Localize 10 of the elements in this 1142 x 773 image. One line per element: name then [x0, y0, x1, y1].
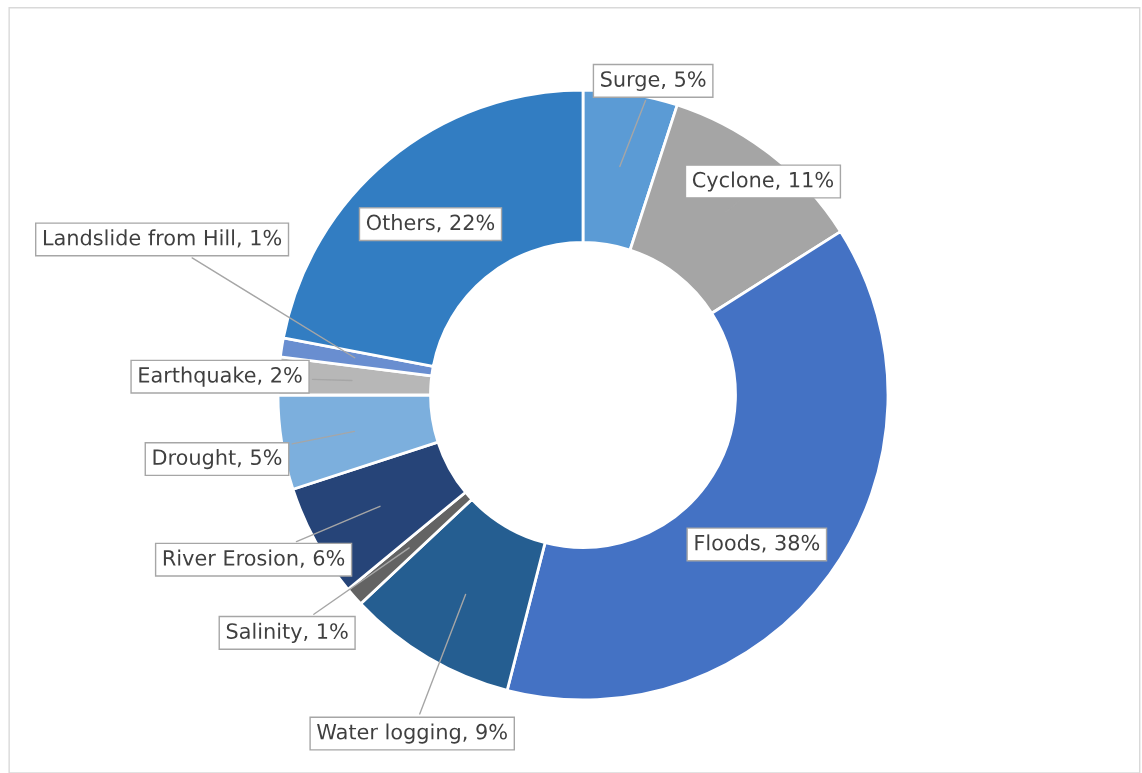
slice-label: Floods, 38%: [695, 534, 820, 553]
slice-label: Drought, 5%: [153, 448, 282, 470]
slice-label: River Erosion, 6%: [163, 549, 345, 568]
slice-label: Surge, 5%: [601, 71, 706, 91]
slice-label: Others, 22%: [366, 214, 495, 233]
slice-label: Earthquake, 2%: [139, 366, 302, 387]
slice-label: Cyclone, 11%: [692, 171, 834, 192]
slice-label: Salinity, 1%: [226, 622, 348, 643]
slice-label: Water logging, 9%: [317, 723, 507, 744]
slice-label: Landslide from Hill, 1%: [43, 229, 282, 248]
